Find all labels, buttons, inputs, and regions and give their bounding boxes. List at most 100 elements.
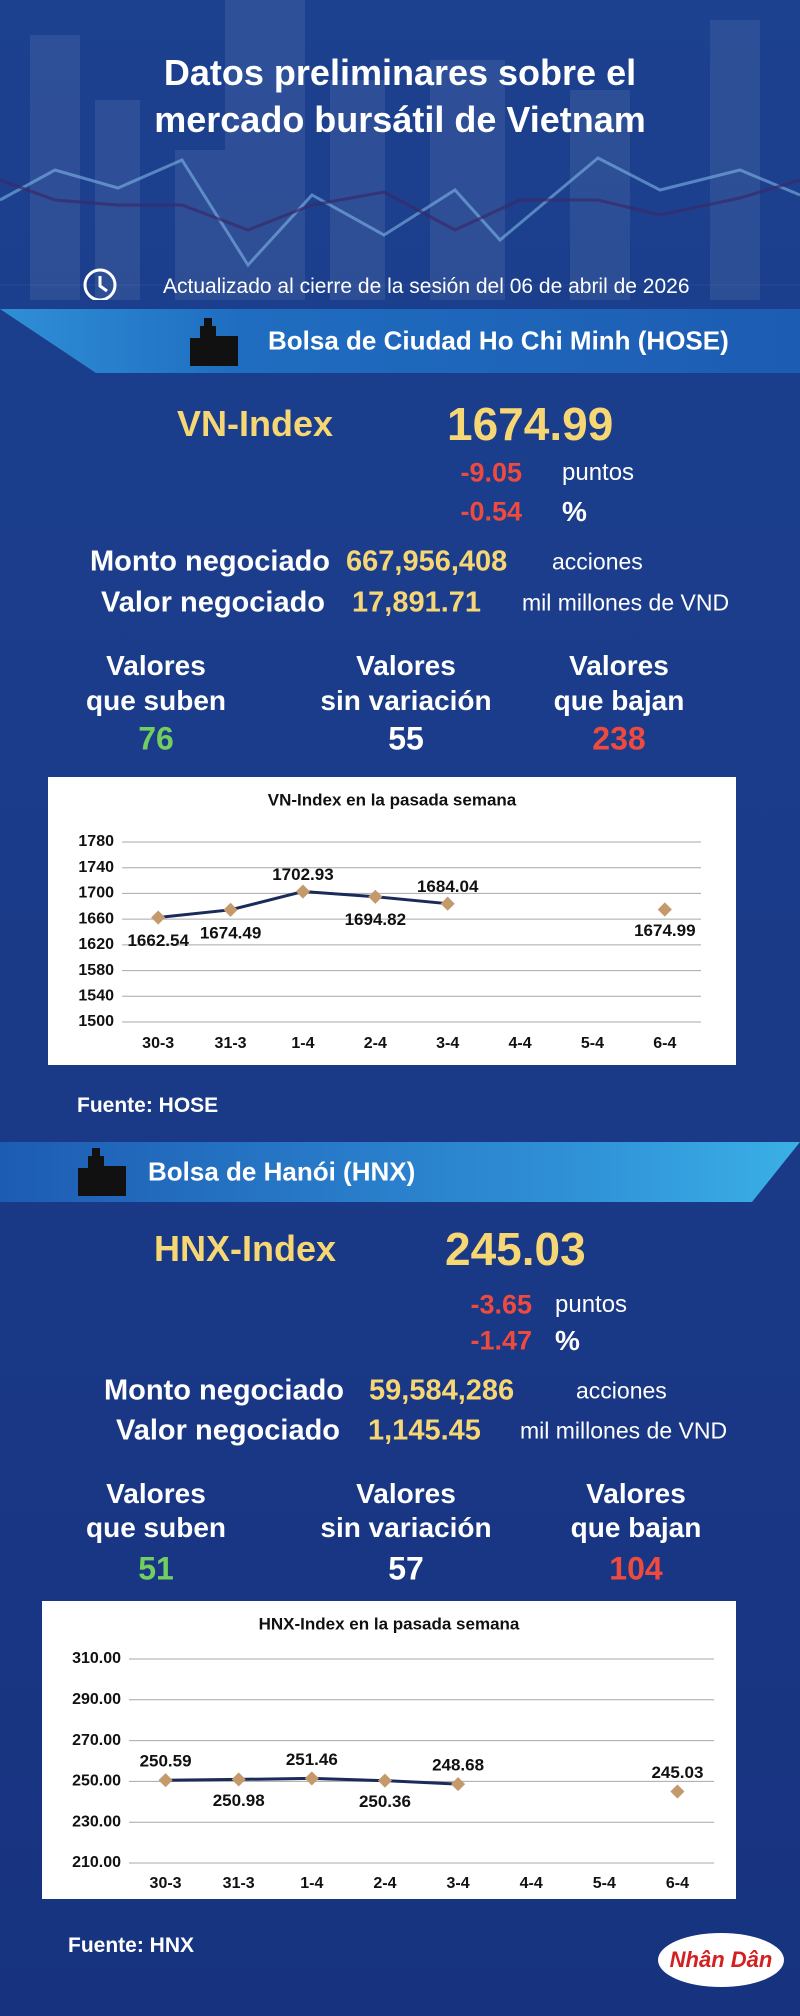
stat-value: 51 [138, 1550, 174, 1587]
y-tick-label: 270.00 [72, 1732, 121, 1749]
x-tick-label: 6-4 [653, 1035, 676, 1052]
change-unit: puntos [555, 1291, 628, 1318]
title-line: mercado bursátil de Vietnam [154, 99, 646, 140]
stat-value: 238 [592, 720, 646, 757]
section-banner [0, 309, 800, 373]
x-tick-label: 31-3 [215, 1035, 247, 1052]
stat-label: que suben [85, 1512, 227, 1543]
stat-label: Valores [586, 1478, 686, 1509]
volume-unit: acciones [552, 548, 643, 575]
y-tick-label: 1740 [78, 859, 114, 876]
data-label: 1694.82 [345, 910, 406, 929]
stat-value: 76 [138, 720, 174, 757]
data-label: 250.98 [213, 1791, 265, 1810]
y-tick-label: 230.00 [72, 1813, 121, 1830]
x-tick-label: 5-4 [593, 1875, 616, 1892]
data-label: 250.59 [140, 1752, 192, 1771]
y-tick-label: 1620 [78, 936, 114, 953]
percent: -1.47 [470, 1325, 532, 1356]
y-tick-label: 1700 [78, 885, 114, 902]
stat-value: 104 [609, 1550, 663, 1587]
value-unit: mil millones de VND [522, 589, 730, 616]
y-tick-label: 210.00 [72, 1854, 121, 1871]
value-unit: mil millones de VND [520, 1417, 728, 1444]
y-tick-label: 250.00 [72, 1773, 121, 1790]
stat-value: 55 [388, 720, 424, 757]
change: -9.05 [460, 457, 522, 488]
y-tick-label: 1500 [78, 1013, 114, 1030]
x-tick-label: 3-4 [447, 1875, 470, 1892]
y-tick-label: 1660 [78, 910, 114, 927]
y-tick-label: 290.00 [72, 1691, 121, 1708]
data-label: 248.68 [432, 1756, 484, 1775]
index-name: HNX-Index [153, 1228, 337, 1269]
data-label: 1674.99 [634, 921, 695, 940]
x-tick-label: 30-3 [142, 1035, 174, 1052]
data-marker [450, 1777, 466, 1792]
source: Fuente: HNX [68, 1934, 194, 1957]
x-tick-label: 2-4 [364, 1035, 387, 1052]
stat-value: 57 [388, 1550, 424, 1587]
chart-title: VN-Index en la pasada semana [268, 790, 517, 809]
stat-label: Valores [356, 650, 456, 681]
index-name: VN-Index [176, 403, 334, 444]
data-marker [295, 884, 311, 899]
volume-label: Monto negociado [89, 545, 330, 578]
x-tick-label: 30-3 [150, 1875, 182, 1892]
data-label: 1684.04 [417, 877, 479, 896]
updated-note: Actualizado al cierre de la sesión del 0… [163, 275, 690, 298]
data-label: 251.46 [286, 1750, 338, 1769]
stat-label: que suben [85, 685, 227, 716]
chart-background [42, 1601, 736, 1899]
value: 17,891.71 [352, 586, 482, 619]
stat-label: que bajan [570, 1512, 702, 1543]
y-tick-label: 1540 [78, 988, 114, 1005]
data-label: 1662.54 [127, 931, 189, 950]
x-tick-label: 6-4 [666, 1875, 689, 1892]
data-marker [304, 1771, 319, 1786]
volume: 667,956,408 [346, 545, 508, 578]
stat-label: sin variación [320, 685, 492, 716]
index-value: 245.03 [445, 1223, 586, 1275]
x-tick-label: 1-4 [291, 1035, 314, 1052]
change-unit: puntos [562, 459, 635, 486]
value-label: Valor negociado [116, 1414, 340, 1447]
data-label: 1674.49 [200, 923, 261, 942]
index-value: 1674.99 [447, 398, 614, 450]
y-tick-label: 1580 [78, 962, 114, 979]
chart-background [48, 777, 736, 1065]
stat-label: Valores [569, 650, 669, 681]
stat-label: sin variación [320, 1512, 492, 1543]
exchange-name: Bolsa de Ciudad Ho Chi Minh (HOSE) [268, 325, 729, 356]
volume-label: Monto negociado [103, 1374, 344, 1407]
data-label: 245.03 [651, 1763, 703, 1782]
title-line: Datos preliminares sobre el [163, 52, 637, 93]
x-tick-label: 5-4 [581, 1035, 604, 1052]
data-label: 1702.93 [272, 865, 333, 884]
x-tick-label: 3-4 [436, 1035, 459, 1052]
value-label: Valor negociado [101, 586, 325, 619]
exchange-name: Bolsa de Hanói (HNX) [148, 1156, 416, 1187]
source: Fuente: HOSE [77, 1094, 219, 1117]
data-marker [670, 1784, 685, 1799]
data-marker [657, 902, 672, 917]
x-tick-label: 2-4 [373, 1875, 396, 1892]
value: 1,145.45 [368, 1414, 481, 1447]
percent: -0.54 [460, 496, 522, 527]
chart: HNX-Index en la pasada semana 210.00 230.0… [42, 1601, 736, 1899]
volume-unit: acciones [576, 1377, 667, 1404]
y-tick-label: 1780 [78, 833, 114, 850]
x-tick-label: 1-4 [300, 1875, 323, 1892]
stat-label: que bajan [553, 685, 685, 716]
data-label: 250.36 [359, 1792, 411, 1811]
chart: VN-Index en la pasada semana 1500 1540 1580… [48, 777, 736, 1065]
data-marker [158, 1773, 173, 1788]
x-tick-label: 4-4 [509, 1035, 532, 1052]
y-tick-label: 310.00 [72, 1650, 121, 1667]
percent-unit: % [555, 1325, 580, 1356]
percent-unit: % [562, 496, 587, 527]
stat-label: Valores [356, 1478, 456, 1509]
x-tick-label: 31-3 [223, 1875, 255, 1892]
stat-label: Valores [106, 650, 206, 681]
